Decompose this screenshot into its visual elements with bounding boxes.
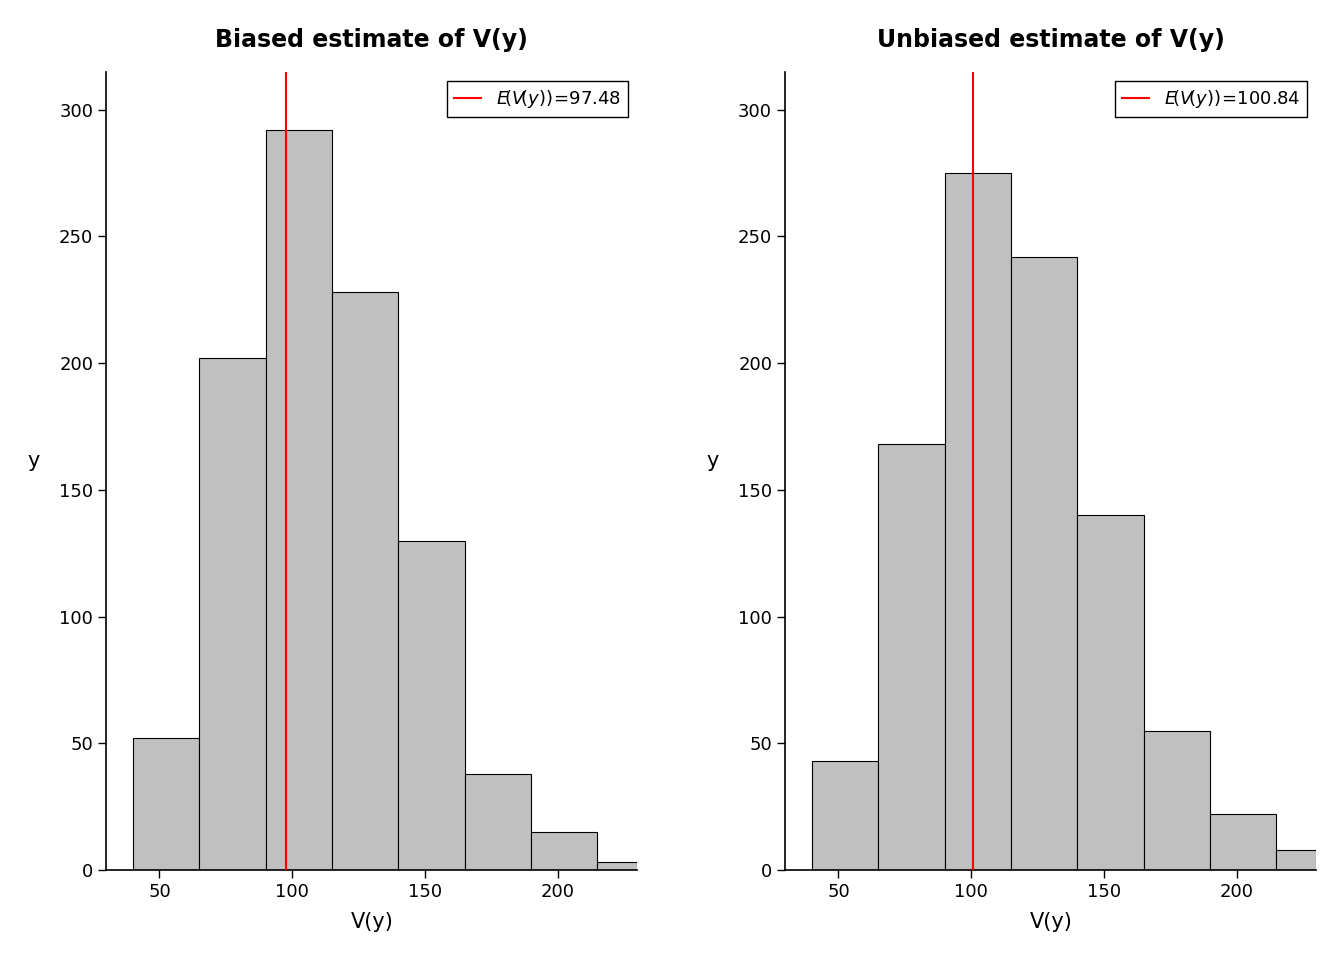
Bar (1277, 850, 1316, 870)
Bar (878, 444, 945, 870)
X-axis label: V(y): V(y) (1030, 912, 1073, 932)
Bar (531, 832, 598, 870)
Legend: $\mathit{E}\!\left(\mathit{V}\!\left(\mathit{y}\right)\right)\!=\!97.48$: $\mathit{E}\!\left(\mathit{V}\!\left(\ma… (448, 81, 628, 117)
Bar (465, 774, 531, 870)
X-axis label: V(y): V(y) (351, 912, 394, 932)
Title: Unbiased estimate of V(y): Unbiased estimate of V(y) (876, 28, 1224, 52)
Legend: $\mathit{E}\!\left(\mathit{V}\!\left(\mathit{y}\right)\right)\!=\!100.84$: $\mathit{E}\!\left(\mathit{V}\!\left(\ma… (1116, 81, 1308, 117)
Y-axis label: y: y (28, 451, 40, 470)
Bar (1210, 814, 1277, 870)
Title: Biased estimate of V(y): Biased estimate of V(y) (215, 28, 528, 52)
Bar (945, 173, 1011, 870)
Bar (598, 862, 637, 870)
Bar (812, 761, 878, 870)
Bar (199, 358, 266, 870)
Bar (266, 130, 332, 870)
Bar (133, 738, 199, 870)
Y-axis label: y: y (707, 451, 719, 470)
Bar (398, 540, 465, 870)
Bar (1078, 516, 1144, 870)
Bar (332, 292, 398, 870)
Bar (1011, 256, 1078, 870)
Bar (1144, 731, 1210, 870)
